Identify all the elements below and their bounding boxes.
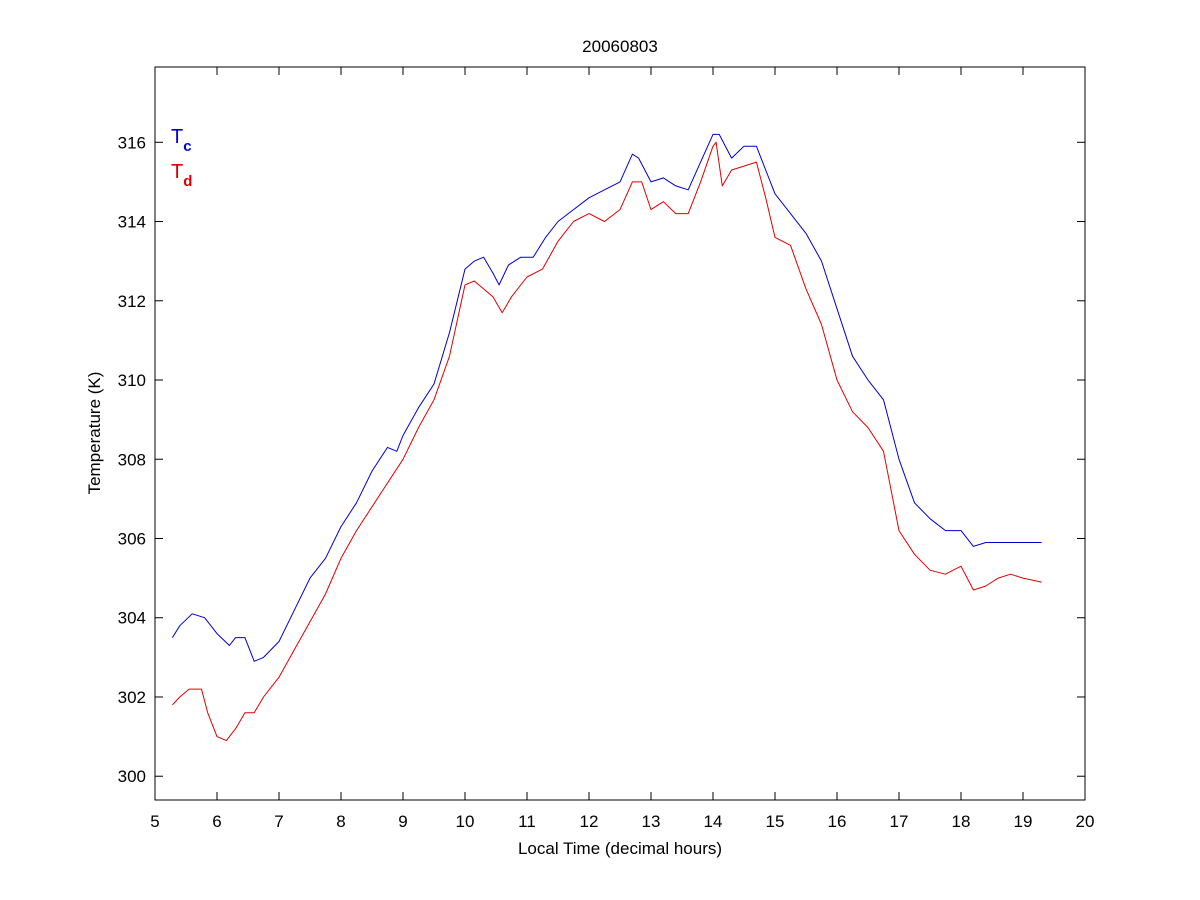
- legend-entry-tc: Tc: [171, 126, 192, 155]
- x-tick-label: 17: [890, 812, 909, 831]
- x-tick-label: 9: [398, 812, 407, 831]
- y-tick-label: 304: [118, 609, 146, 628]
- x-tick-label: 19: [1014, 812, 1033, 831]
- y-tick-label: 300: [118, 767, 146, 786]
- y-tick-label: 306: [118, 529, 146, 548]
- x-axis-label: Local Time (decimal hours): [518, 839, 722, 858]
- y-tick-label: 308: [118, 450, 146, 469]
- legend-tc-sub: c: [183, 138, 191, 155]
- legend-tc-main: T: [171, 126, 183, 148]
- legend-td-sub: d: [183, 173, 192, 190]
- x-tick-label: 11: [518, 812, 536, 831]
- x-tick-label: 15: [766, 812, 785, 831]
- axis-ticks: [154, 67, 1086, 800]
- y-tick-label: 314: [118, 213, 146, 232]
- x-tick-label: 13: [642, 812, 661, 831]
- x-tick-label: 7: [274, 812, 283, 831]
- y-tick-label: 302: [118, 688, 146, 707]
- legend-td-main: T: [171, 161, 183, 183]
- legend-entry-td: Td: [171, 161, 192, 190]
- x-tick-label: 5: [150, 812, 159, 831]
- x-tick-label: 18: [952, 812, 971, 831]
- y-tick-labels: 300 302 304 306 308 310 312 314 316: [118, 133, 146, 786]
- y-tick-label: 316: [118, 133, 146, 152]
- x-tick-label: 10: [456, 812, 475, 831]
- plot-frame: [154, 66, 1086, 801]
- plot-area: [155, 67, 1085, 800]
- series-line-tc: [171, 133, 1042, 662]
- x-tick-label: 6: [212, 812, 221, 831]
- x-tick-labels: 5 6 7 8 9 10 11 12 13 14 15 16 17 18 19 20: [150, 812, 1094, 831]
- x-tick-label: 14: [704, 812, 723, 831]
- y-axis-label: Temperature (K): [85, 372, 104, 495]
- series-lines: [171, 133, 1042, 742]
- y-tick-label: 310: [118, 371, 146, 390]
- x-tick-label: 20: [1076, 812, 1095, 831]
- x-tick-label: 16: [828, 812, 847, 831]
- y-tick-label: 312: [118, 292, 146, 311]
- x-tick-label: 8: [336, 812, 345, 831]
- chart-title: 20060803: [582, 37, 658, 56]
- x-tick-label: 12: [580, 812, 599, 831]
- series-line-td: [172, 141, 1042, 742]
- legend: Tc Td: [171, 126, 192, 190]
